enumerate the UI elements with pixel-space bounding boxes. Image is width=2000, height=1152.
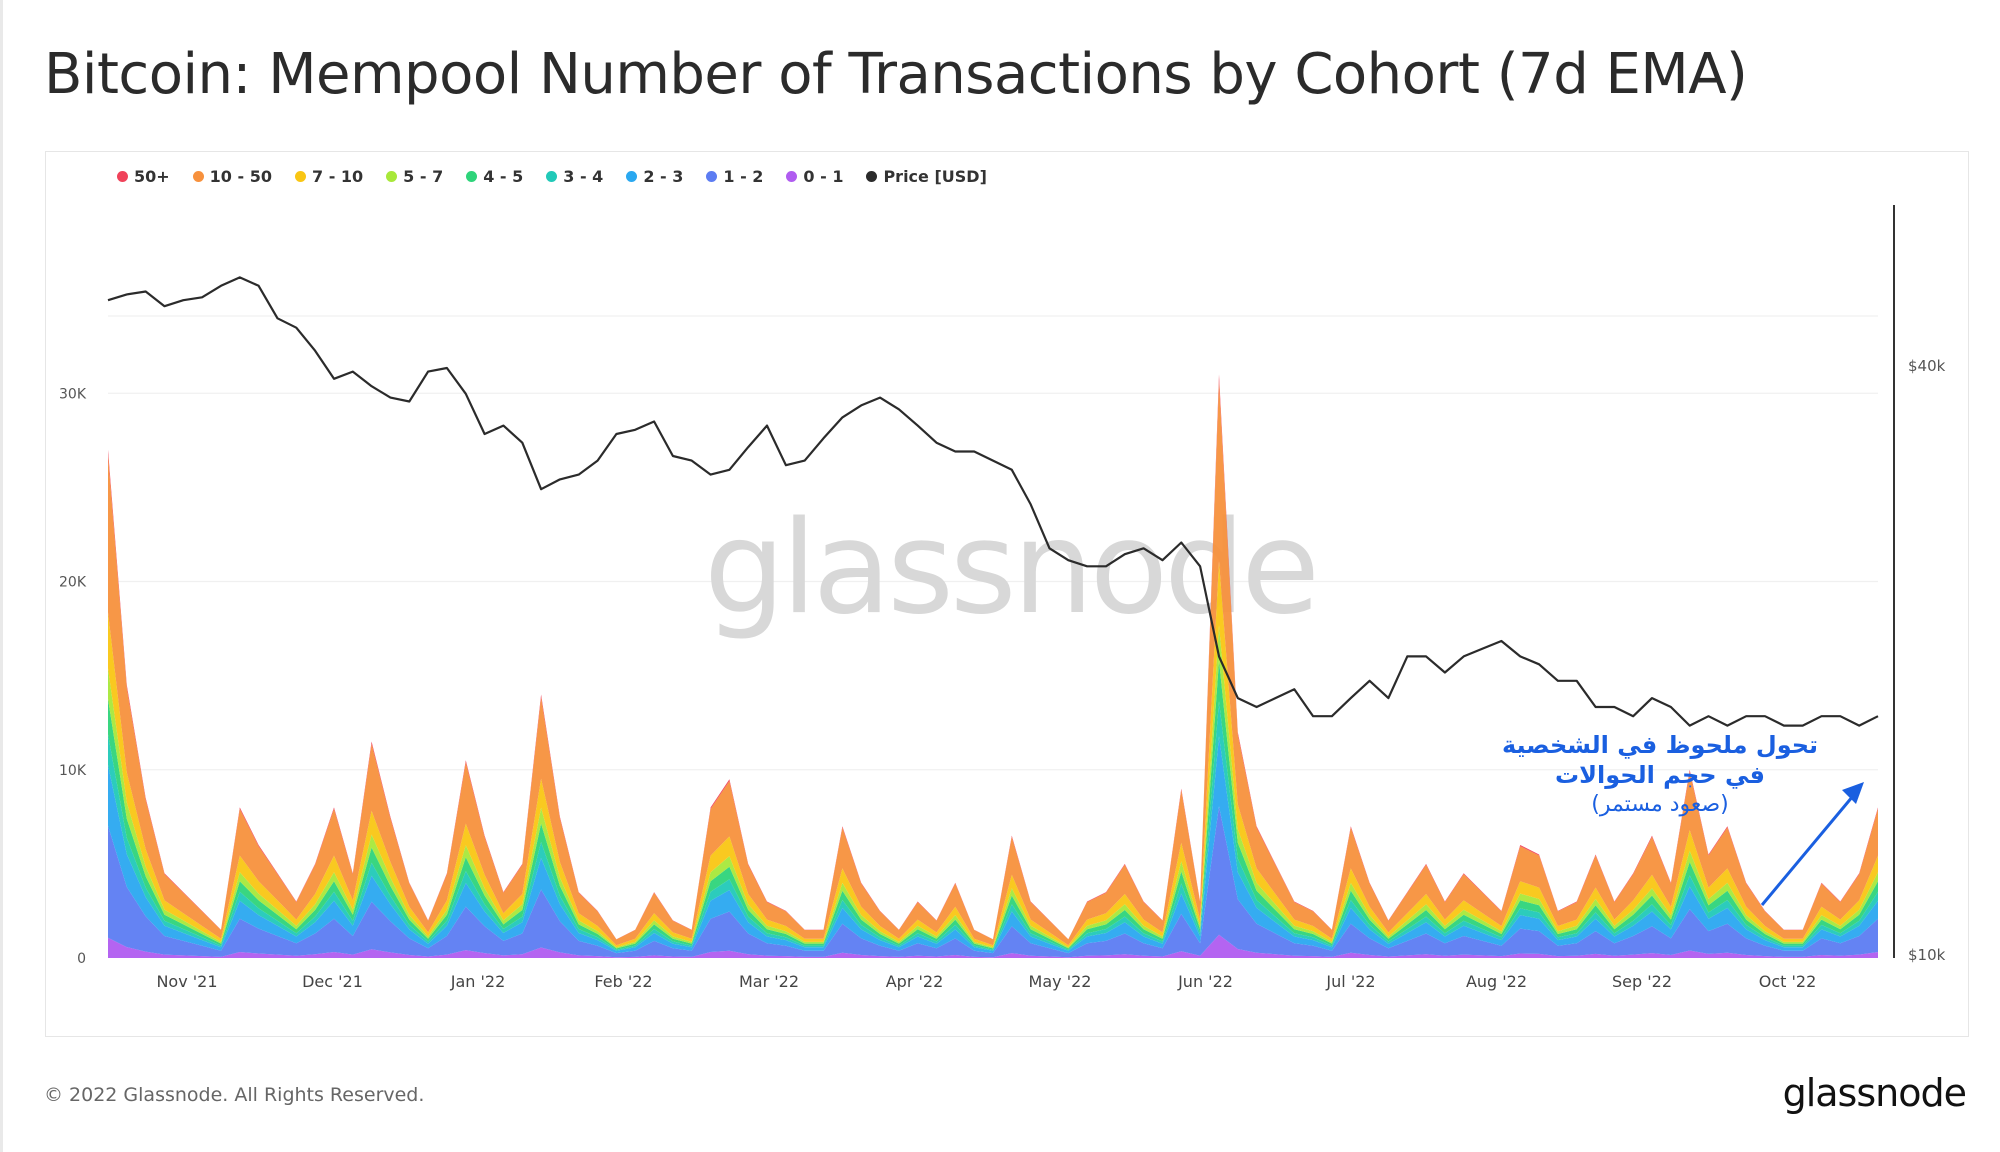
- legend-item-50plus[interactable]: 50+: [117, 167, 170, 186]
- y-tick-label: 0: [77, 951, 86, 967]
- legend-label: 4 - 5: [483, 167, 524, 186]
- legend-swatch: [386, 171, 398, 182]
- legend-label: 1 - 2: [723, 167, 764, 186]
- axes: 0 10K 20K 30K $10k $40k Nov '21 Dec '21 Jan '22 F…: [59, 205, 1946, 991]
- x-tick-label: May '22: [1029, 972, 1092, 991]
- arrow-shaft: [1760, 789, 1860, 906]
- brand-logo: glassnode: [1782, 1071, 1967, 1115]
- legend-item-1-2[interactable]: 1 - 2: [706, 167, 763, 186]
- legend-label: Price [USD]: [883, 167, 987, 186]
- annotation: تحول ملحوظ في الشخصية في حجم الحوالات (ص…: [1470, 730, 1850, 820]
- area-series-3-4: [108, 701, 1878, 951]
- legend-item-2-3[interactable]: 2 - 3: [626, 167, 683, 186]
- stacked-areas: [108, 374, 1878, 958]
- legend-item-4-5[interactable]: 4 - 5: [466, 167, 523, 186]
- annotation-line-1: تحول ملحوظ في الشخصية: [1501, 731, 1819, 759]
- legend-label: 7 - 10: [311, 167, 364, 186]
- legend-label: 10 - 50: [209, 167, 272, 186]
- x-tick-label: Dec '21: [302, 972, 363, 991]
- copyright-footer: © 2022 Glassnode. All Rights Reserved.: [44, 1084, 425, 1106]
- legend-item-price[interactable]: Price [USD]: [866, 167, 987, 186]
- area-series-1-2: [108, 806, 1878, 958]
- y-tick-label: 20K: [59, 575, 87, 591]
- x-tick-label: Jan '22: [450, 972, 506, 991]
- legend-swatch: [117, 171, 128, 182]
- x-tick-label: Jul '22: [1325, 972, 1375, 991]
- legend-swatch: [786, 171, 798, 182]
- page-edge: [0, 0, 3, 1152]
- annotation-arrow: [1760, 782, 1864, 906]
- legend-label: 5 - 7: [403, 167, 444, 186]
- legend-label: 3 - 4: [563, 167, 604, 186]
- y-right-tick-label: $40k: [1908, 357, 1946, 375]
- annotation-line-3: (صعود مستمر): [1591, 792, 1729, 817]
- y-right-tick-label: $10k: [1908, 946, 1946, 964]
- annotation-line-2: في حجم الحوالات: [1555, 761, 1765, 789]
- x-tick-label: Oct '22: [1759, 972, 1817, 991]
- price-line: [107, 276, 1879, 727]
- legend-swatch: [866, 171, 878, 182]
- x-tick-label: Mar '22: [739, 972, 799, 991]
- area-series-0-1: [108, 934, 1878, 958]
- legend-swatch: [626, 171, 638, 182]
- arrow-head: [1842, 782, 1864, 804]
- legend-swatch: [466, 171, 478, 182]
- x-tick-label: Apr '22: [886, 972, 944, 991]
- x-tick-label: Sep '22: [1612, 972, 1672, 991]
- legend-label: 2 - 3: [643, 167, 684, 186]
- legend-item-5-7[interactable]: 5 - 7: [386, 167, 443, 186]
- x-tick-label: Feb '22: [594, 972, 652, 991]
- area-series-4-5: [108, 660, 1878, 950]
- legend-item-7-10[interactable]: 7 - 10: [294, 167, 364, 186]
- legend-item-10-50[interactable]: 10 - 50: [192, 167, 272, 186]
- legend-swatch: [546, 171, 558, 182]
- price-line-group: [107, 276, 1879, 727]
- legend-swatch: [294, 171, 306, 182]
- x-tick-label: Nov '21: [156, 972, 217, 991]
- x-tick-label: Aug '22: [1466, 972, 1527, 991]
- legend: 50+ 10 - 50 7 - 10 5 - 7 4 - 5 3 - 4 2 -…: [117, 167, 1010, 186]
- legend-label: 0 - 1: [803, 167, 844, 186]
- area-series-2-3: [108, 736, 1878, 954]
- area-series-7-10: [108, 561, 1878, 948]
- legend-item-3-4[interactable]: 3 - 4: [546, 167, 603, 186]
- x-tick-label: Jun '22: [1177, 972, 1233, 991]
- legend-item-0-1[interactable]: 0 - 1: [786, 167, 843, 186]
- y-tick-label: 30K: [59, 386, 87, 402]
- area-series-10-50: [108, 380, 1878, 946]
- legend-swatch: [192, 171, 204, 182]
- legend-label: 50+: [134, 167, 170, 186]
- chart-title: Bitcoin: Mempool Number of Transactions …: [44, 42, 1748, 107]
- gridlines: [108, 315, 1878, 771]
- y-tick-label: 10K: [59, 763, 87, 779]
- legend-swatch: [706, 171, 718, 182]
